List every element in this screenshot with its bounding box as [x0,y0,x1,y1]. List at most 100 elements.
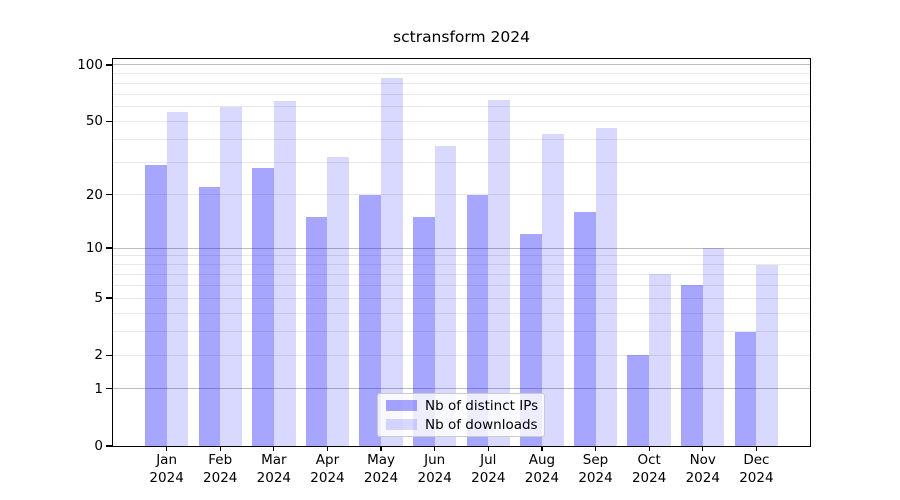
bar-nb-of-downloads [434,145,457,446]
bar-nb-of-downloads [595,128,618,446]
bar-nb-of-distinct-ips [466,194,489,446]
y-tick-mark [106,297,113,299]
y-tick-mark [106,247,113,249]
y-tick-mark [106,64,113,66]
x-tick-mark [594,446,597,451]
legend: Nb of distinct IPs Nb of downloads [377,393,545,437]
x-tick-month: Mar [261,452,287,468]
bar-nb-of-downloads [488,100,510,446]
y-tick-label: 2 [94,347,103,364]
legend-label-downloads: Nb of downloads [425,416,538,433]
x-tick-year: 2024 [256,469,292,486]
x-tick-month: Apr [315,452,340,468]
y-tick-label: 5 [94,290,103,307]
x-tick-month: Sep [582,452,609,468]
x-tick-month: Feb [208,452,233,468]
x-tick-mark [702,446,704,451]
gridline-major [113,247,810,249]
gridline-minor [113,255,810,257]
bar-nb-of-distinct-ips [627,355,650,446]
gridline-minor [113,82,810,84]
chart-title: sctransform 2024 [393,28,530,46]
x-tick-label-jan: Jan 2024 [135,452,199,487]
gridline-minor [113,284,810,286]
x-tick-month: Jun [424,452,446,468]
x-tick-year: 2024 [578,469,613,486]
bar-nb-of-distinct-ips [734,331,757,446]
gridline-minor [113,138,810,140]
x-tick-label-nov: Nov 2024 [671,452,735,487]
bar-nb-of-downloads [756,264,779,446]
y-tick-mark [106,388,113,390]
bar-nb-of-downloads [649,274,671,446]
gridline-minor [113,331,810,333]
x-tick-year: 2024 [471,469,506,486]
x-tick-month: Dec [743,452,770,468]
x-tick-mark [648,446,650,451]
x-tick-mark [380,446,382,451]
x-tick-year: 2024 [203,469,238,486]
x-tick-label-may: May 2024 [349,452,413,487]
x-tick-year: 2024 [685,469,720,486]
y-tick-mark [106,193,113,196]
legend-row-distinct-ips: Nb of distinct IPs [386,396,539,415]
bar-nb-of-downloads [166,112,189,446]
legend-label-distinct-ips: Nb of distinct IPs [425,397,539,414]
x-tick-year: 2024 [417,469,452,486]
y-tick-label: 0 [94,438,103,454]
x-tick-label-sep: Sep 2024 [564,452,628,487]
x-tick-label-jul: Jul 2024 [456,452,520,487]
x-tick-label-dec: Dec 2024 [724,452,788,487]
gridline-minor [113,73,810,75]
legend-row-downloads: Nb of downloads [386,415,538,434]
y-tick-label: 100 [77,56,103,73]
bar-nb-of-downloads [381,78,403,446]
x-tick-mark [165,446,168,451]
bar-nb-of-downloads [702,248,725,446]
y-tick-mark [106,120,113,123]
gridline-major [113,388,810,390]
x-tick-month: Jan [156,452,178,468]
gridline-minor [113,297,810,299]
legend-swatch-distinct-ips [386,400,417,411]
bar-nb-of-distinct-ips [252,168,274,446]
y-tick-mark [106,445,113,447]
x-tick-month: May [367,452,396,468]
y-tick-label: 50 [85,113,103,130]
gridline-minor [113,312,810,314]
gridline-minor [113,194,810,196]
bar-nb-of-distinct-ips [198,187,221,446]
x-tick-year: 2024 [739,469,774,486]
x-tick-year: 2024 [149,469,184,486]
x-tick-label-mar: Mar 2024 [242,452,306,487]
y-tick-label: 1 [94,380,103,397]
x-tick-mark [273,446,275,451]
x-tick-month: Oct [637,452,661,468]
gridline-minor [113,264,810,266]
x-tick-label-jun: Jun 2024 [403,452,467,487]
x-tick-year: 2024 [310,469,345,486]
x-tick-month: Jul [480,452,497,468]
x-tick-mark [326,446,329,451]
x-tick-year: 2024 [363,469,399,486]
x-tick-mark [434,446,436,451]
x-tick-year: 2024 [631,469,667,486]
gridline-minor [113,106,810,108]
bar-nb-of-distinct-ips [359,194,382,446]
plot-area [112,58,811,447]
x-tick-year: 2024 [524,469,560,486]
x-tick-mark [487,446,489,451]
x-tick-month: Nov [689,452,716,468]
bar-nb-of-distinct-ips [681,285,703,446]
x-tick-label-feb: Feb 2024 [188,452,252,487]
gridline-minor [113,120,810,122]
bar-nb-of-distinct-ips [573,212,596,446]
gridline-minor [113,354,810,356]
x-tick-mark [219,446,221,451]
bar-nb-of-distinct-ips [412,217,435,446]
bar-nb-of-distinct-ips [144,165,167,446]
x-tick-label-aug: Aug 2024 [510,452,574,487]
x-tick-label-oct: Oct 2024 [617,452,681,487]
y-tick-label: 10 [85,240,103,257]
